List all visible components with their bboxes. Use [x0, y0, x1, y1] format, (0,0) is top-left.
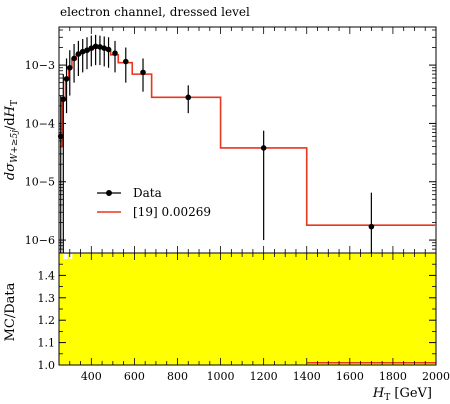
legend-label-data: Data	[133, 186, 162, 200]
x-tick-label: 1800	[379, 370, 407, 383]
ratio-band-gap	[69, 254, 73, 259]
ratio-y-axis-title: MC/Data	[3, 282, 18, 341]
legend: Data [19] 0.00269	[97, 186, 211, 219]
data-point	[71, 55, 77, 62]
ratio-y-tick-label: 1.2	[38, 314, 56, 327]
data-point	[60, 96, 67, 103]
ratio-y-tick-label: 1.3	[38, 292, 56, 305]
x-tick-label: 1000	[207, 370, 235, 383]
mc-step-path	[59, 47, 436, 226]
legend-data-marker	[106, 190, 112, 196]
data-points	[57, 34, 375, 253]
chart-title: electron channel, dressed level	[60, 5, 250, 19]
ratio-y-tick-label: 1.0	[38, 359, 56, 372]
data-point	[368, 223, 375, 230]
mc-step-line	[59, 47, 436, 226]
x-tick-label: 1400	[293, 370, 321, 383]
data-point	[63, 76, 70, 82]
data-point	[75, 51, 82, 57]
data-point	[79, 48, 86, 55]
data-point	[260, 145, 267, 151]
x-tick-label: 1200	[250, 370, 278, 383]
x-tick-label: 800	[167, 370, 188, 383]
x-tick-label: 2000	[422, 370, 450, 383]
ratio-band-gap	[62, 254, 68, 259]
ratio-uncertainty-band	[59, 253, 436, 365]
data-point	[105, 46, 112, 53]
y-tick-label: 10−5	[25, 176, 55, 189]
x-tick-label: 1600	[336, 370, 364, 383]
data-point	[97, 44, 103, 50]
data-point	[57, 133, 64, 140]
main-plot-panel: 10−3 10−4 10−5 10−6 dσW+≥5j/dHT Data [19] 0…	[3, 26, 437, 254]
data-point	[122, 58, 129, 65]
ratio-axis-ticks: 1.0 1.1 1.2 1.3 1.4 400 600 800 1000 1200 1400 1600…	[38, 253, 450, 383]
ratio-y-tick-label: 1.4	[38, 269, 56, 282]
ratio-plot-panel: 1.0 1.1 1.2 1.3 1.4 400 600 800 1000 1200 1400 1600…	[3, 252, 450, 403]
y-tick-label: 10−3	[25, 59, 55, 72]
ratio-y-tick-label: 1.1	[38, 337, 56, 350]
legend-label-mc: [19] 0.00269	[133, 205, 211, 219]
y-tick-label: 10−6	[25, 234, 55, 247]
data-point	[88, 45, 95, 51]
data-point	[185, 94, 192, 101]
y-tick-label: 10−4	[25, 117, 55, 130]
data-point	[92, 43, 99, 50]
x-axis-title: HT [GeV]	[372, 386, 432, 403]
x-tick-label: 600	[124, 370, 145, 383]
y-axis-title: dσW+≥5j/dHT	[3, 100, 20, 180]
data-point	[112, 50, 118, 56]
x-tick-label: 400	[81, 370, 102, 383]
data-point	[101, 45, 108, 51]
data-point	[84, 47, 90, 54]
data-point	[66, 64, 73, 71]
data-point	[140, 69, 146, 76]
